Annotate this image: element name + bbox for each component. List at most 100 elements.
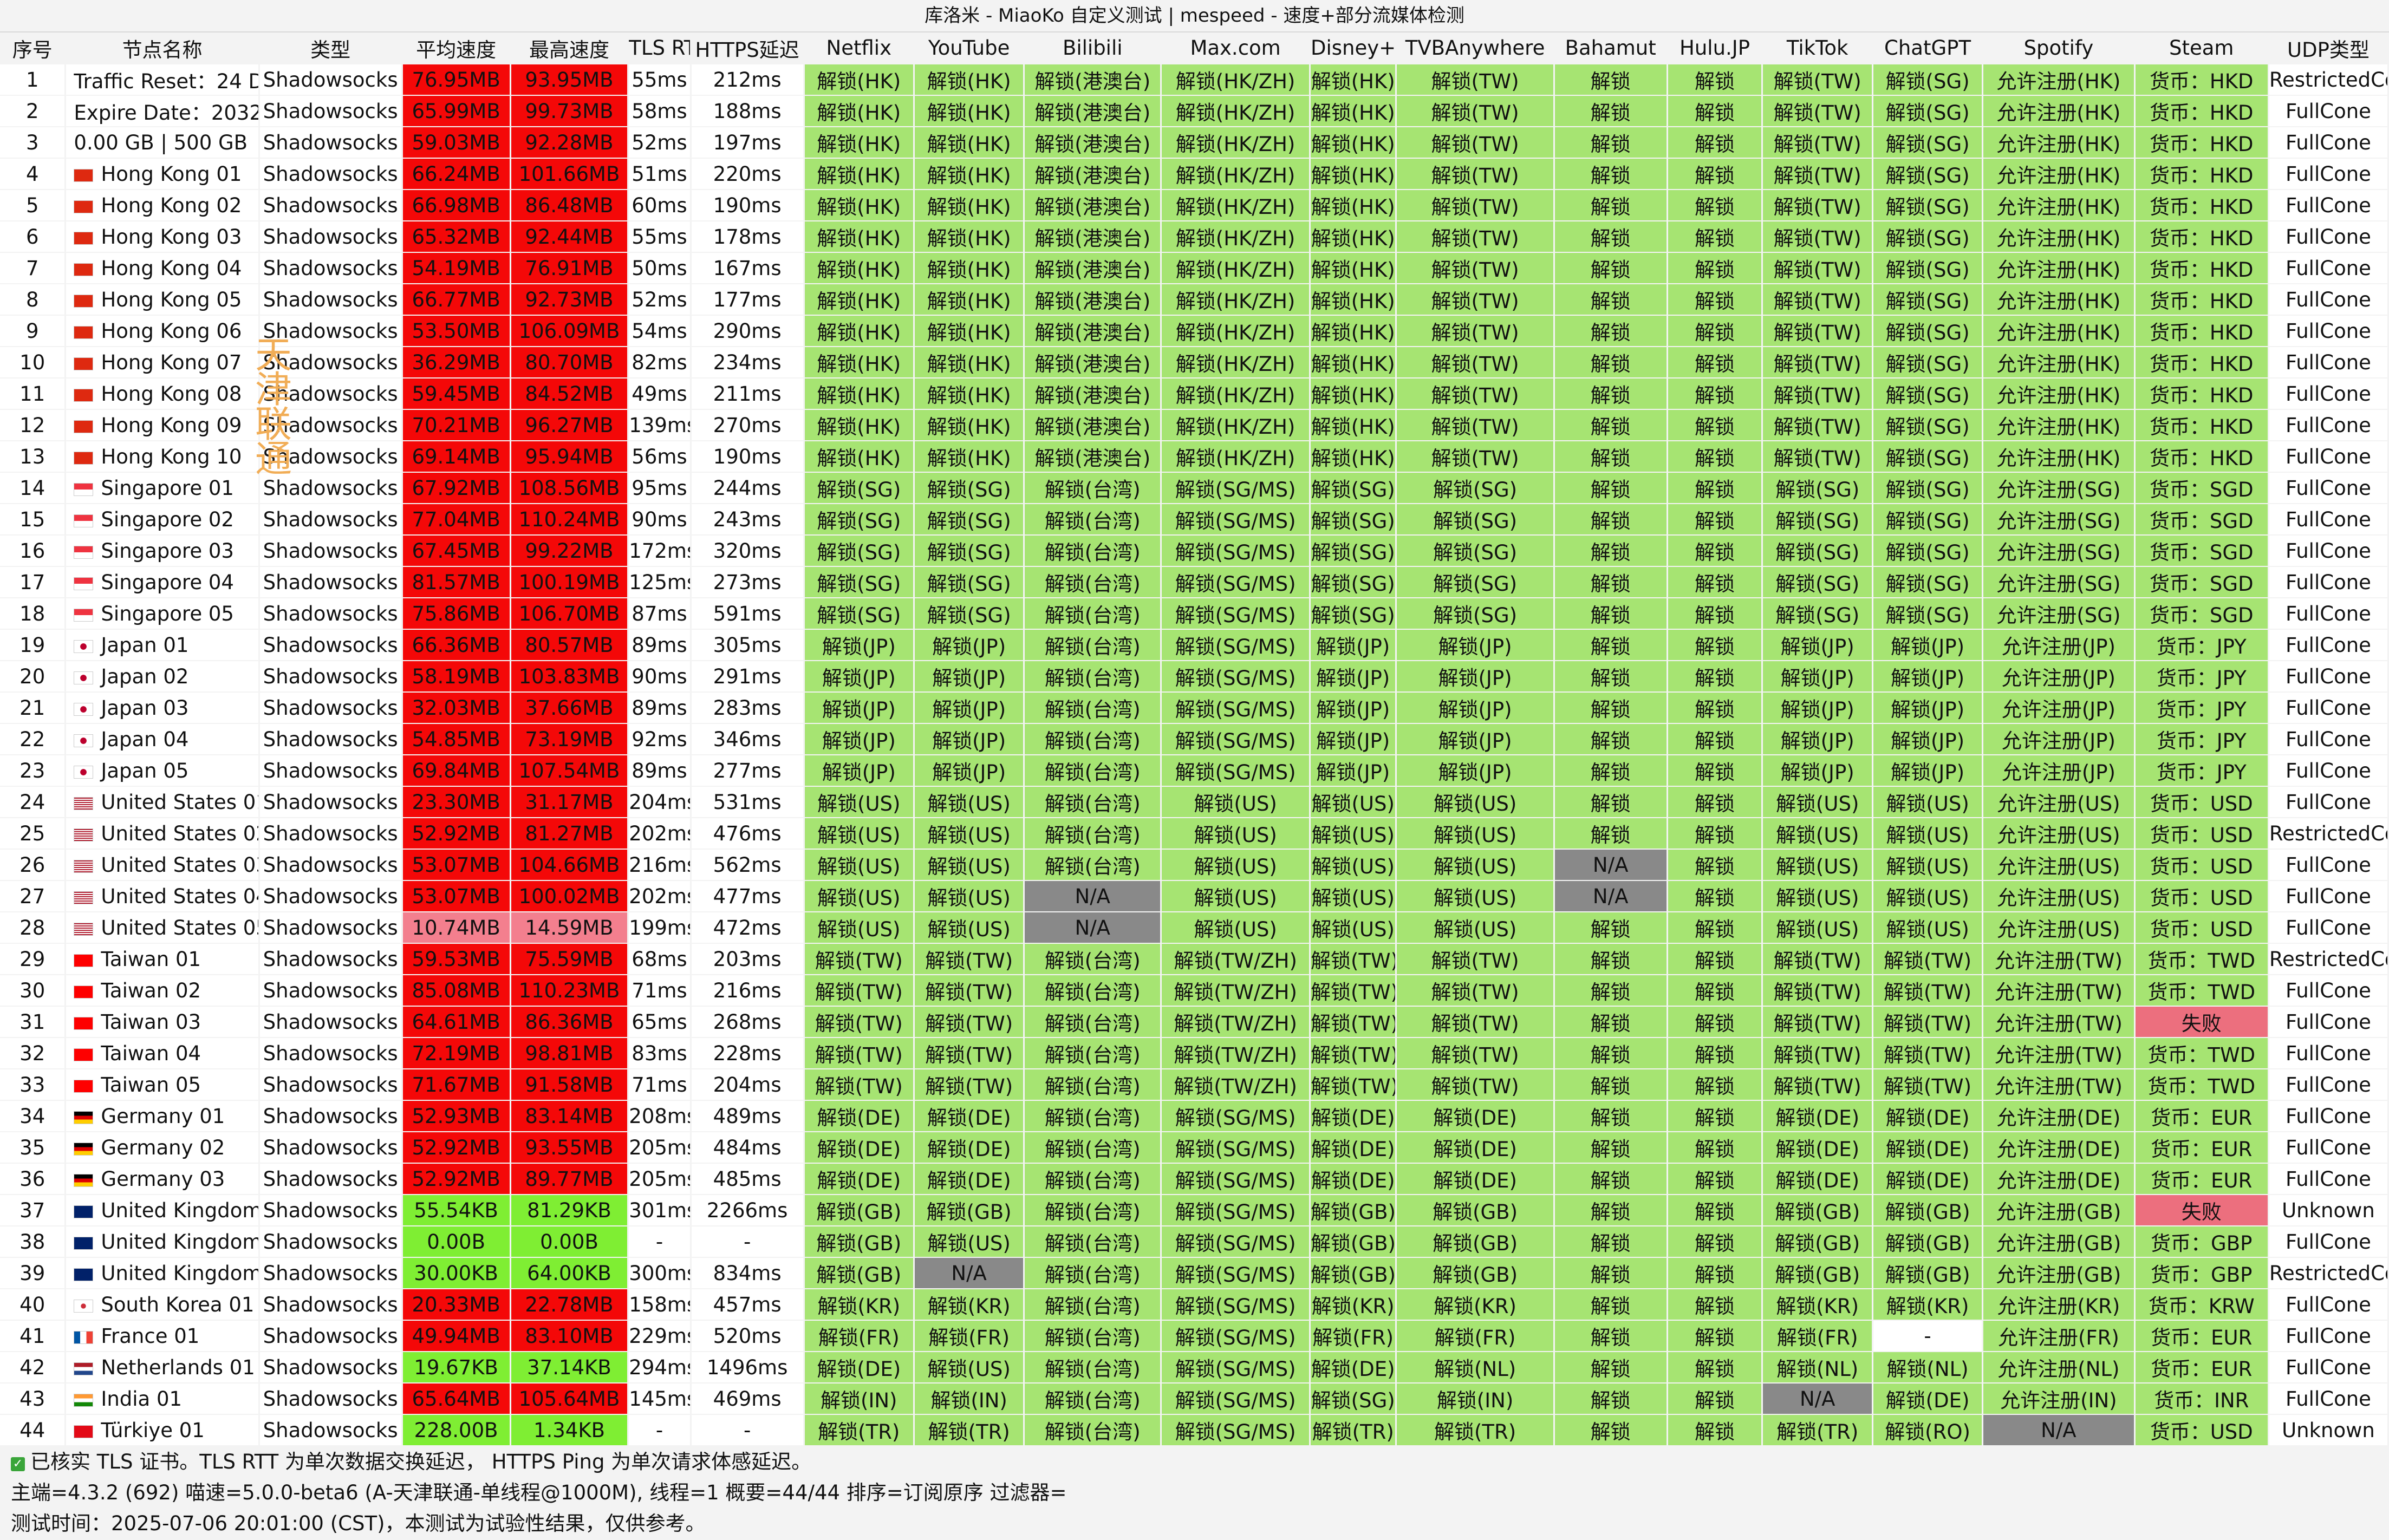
column-header[interactable]: Spotify — [1982, 32, 2136, 64]
unlock-yt: 解锁(JP) — [914, 723, 1025, 755]
table-row[interactable]: 19 Japan 01 Shadowsocks 66.36MB 80.57MB 89ms 3… — [0, 629, 2389, 661]
column-header[interactable]: 序号 — [0, 32, 67, 64]
column-header[interactable]: Hulu.JP — [1667, 32, 1763, 64]
table-row[interactable]: 37 United Kingdom 01Shadowsocks55.54KB81.… — [0, 1195, 2389, 1226]
unlock-hulu: 解锁 — [1667, 441, 1763, 473]
table-row[interactable]: 2 Expire Date：2032/09/21Shadowsocks65.99M… — [0, 95, 2389, 127]
unlock-nf: 解锁(TR) — [804, 1414, 915, 1446]
table-row[interactable]: 31 Taiwan 03 Shadowsocks 64.61MB 86.36MB 65ms… — [0, 1006, 2389, 1038]
table-row[interactable]: 22 Japan 04 Shadowsocks 54.85MB 73.19MB 92ms 3… — [0, 723, 2389, 755]
unlock-gpt: 解锁(SG) — [1872, 190, 1984, 221]
table-row[interactable]: 15 Singapore 02 Shadowsocks 77.04MB 110.24MB… — [0, 504, 2389, 536]
unlock-tiktok: 解锁(TW) — [1762, 975, 1873, 1007]
table-row[interactable]: 8 Hong Kong 05 Shadowsocks 66.77MB 92.73MB 52… — [0, 284, 2389, 316]
table-row[interactable]: 33 Taiwan 05 Shadowsocks 71.67MB 91.58MB 71ms… — [0, 1069, 2389, 1101]
table-row[interactable]: 23 Japan 05 Shadowsocks 69.84MB 107.54MB 89ms… — [0, 755, 2389, 787]
column-header[interactable]: Steam — [2134, 32, 2269, 64]
table-row[interactable]: 6 Hong Kong 03 Shadowsocks 65.32MB 92.44MB 55… — [0, 221, 2389, 253]
column-header[interactable]: Max.com — [1161, 32, 1311, 64]
column-header[interactable]: TikTok — [1762, 32, 1873, 64]
table-row[interactable]: 35 Germany 02 Shadowsocks 52.92MB 93.55MB 205… — [0, 1132, 2389, 1164]
table-row[interactable]: 41 France 01 Shadowsocks 49.94MB 83.10MB 229m… — [0, 1320, 2389, 1352]
table-row[interactable]: 18 Singapore 05 Shadowsocks 75.86MB 106.70MB… — [0, 598, 2389, 630]
column-header[interactable]: HTTPS延迟 — [691, 32, 805, 64]
unlock-spotify: 允许注册(SG) — [1982, 535, 2136, 567]
unlock-gpt: 解锁(JP) — [1872, 661, 1984, 693]
column-header[interactable]: Bahamut — [1554, 32, 1668, 64]
column-header[interactable]: ChatGPT — [1872, 32, 1984, 64]
table-row[interactable]: 13 Hong Kong 10 Shadowsocks 69.14MB 95.94MB 5… — [0, 441, 2389, 473]
table-row[interactable]: 36 Germany 03 Shadowsocks 52.92MB 89.77MB 205… — [0, 1163, 2389, 1195]
column-header[interactable]: 最高速度 — [510, 32, 629, 64]
table-row[interactable]: 17 Singapore 04 Shadowsocks 81.57MB 100.19MB… — [0, 566, 2389, 598]
table-row[interactable]: 25 United States 02 Shadowsocks 52.92MB 81.2… — [0, 818, 2389, 850]
node-type: Shadowsocks — [259, 1100, 403, 1132]
node-type: Shadowsocks — [259, 1132, 403, 1164]
table-row[interactable]: 3 0.00 GB | 500 GB Shadowsocks 59.03MB 92.28… — [0, 127, 2389, 159]
unlock-spotify: 允许注册(IN) — [1982, 1383, 2136, 1415]
table-row[interactable]: 42 Netherlands 01 Shadowsocks 19.67KB 37.14K… — [0, 1352, 2389, 1384]
unlock-gpt: 解锁(GB) — [1872, 1226, 1984, 1258]
table-row[interactable]: 39 United Kingdom 03Shadowsocks30.00KB64.… — [0, 1257, 2389, 1289]
column-header[interactable]: Disney+ — [1310, 32, 1397, 64]
table-row[interactable]: 7 Hong Kong 04 Shadowsocks 54.19MB 76.91MB 50… — [0, 252, 2389, 284]
column-header[interactable]: Netflix — [804, 32, 915, 64]
unlock-max_com: 解锁(SG/MS) — [1161, 535, 1311, 567]
table-row[interactable]: 1 Traffic Reset：24 Days LeftShadowsocks76… — [0, 64, 2389, 96]
table-row[interactable]: 30 Taiwan 02 Shadowsocks 85.08MB 110.23MB 71m… — [0, 975, 2389, 1007]
table-row[interactable]: 20 Japan 02 Shadowsocks 58.19MB 103.83MB 90ms… — [0, 661, 2389, 693]
table-row[interactable]: 40 South Korea 01 Shadowsocks 20.33MB 22.78M… — [0, 1289, 2389, 1321]
table-row[interactable]: 10 Hong Kong 07 Shadowsocks 36.29MB 80.70MB 8… — [0, 347, 2389, 379]
node-type: Shadowsocks — [259, 1006, 403, 1038]
column-header[interactable]: 节点名称 — [65, 32, 260, 64]
udp-type: Unknown — [2268, 1195, 2389, 1226]
unlock-max_com: 解锁(SG/MS) — [1161, 755, 1311, 787]
table-row[interactable]: 32 Taiwan 04 Shadowsocks 72.19MB 98.81MB 83ms… — [0, 1037, 2389, 1069]
column-header[interactable]: TLS RTT — [628, 32, 692, 64]
avg-speed: 67.45MB — [402, 535, 511, 567]
table-row[interactable]: 24 United States 01 Shadowsocks 23.30MB 31.1… — [0, 786, 2389, 818]
column-header[interactable]: TVBAnywhere — [1396, 32, 1555, 64]
node-name: Hong Kong 01 — [65, 158, 260, 190]
column-header[interactable]: YouTube — [914, 32, 1025, 64]
avg-speed: 10.74MB — [402, 912, 511, 944]
udp-type: FullCone — [2268, 755, 2389, 787]
table-row[interactable]: 4 Hong Kong 01 Shadowsocks 66.24MB 101.66MB 5… — [0, 158, 2389, 190]
table-row[interactable]: 28 United States 05 Shadowsocks 10.74MB 14.5… — [0, 912, 2389, 944]
table-row[interactable]: 44 Türkiye 01 Shadowsocks 228.00B 1.34KB - - 解锁… — [0, 1414, 2389, 1446]
column-header[interactable]: 类型 — [259, 32, 403, 64]
row-index: 44 — [0, 1414, 67, 1446]
table-row[interactable]: 5 Hong Kong 02 Shadowsocks 66.98MB 86.48MB 60… — [0, 190, 2389, 221]
table-row[interactable]: 21 Japan 03 Shadowsocks 32.03MB 37.66MB 89ms 2… — [0, 692, 2389, 724]
udp-type: FullCone — [2268, 598, 2389, 630]
column-header[interactable]: Bilibili — [1024, 32, 1162, 64]
table-row[interactable]: 11 Hong Kong 08 Shadowsocks 59.45MB 84.52MB 4… — [0, 378, 2389, 410]
unlock-disney: 解锁(TW) — [1310, 1006, 1397, 1038]
udp-type: RestrictedCone — [2268, 64, 2389, 96]
https-latency: 476ms — [691, 818, 805, 850]
flag-sg-icon — [74, 545, 94, 559]
table-row[interactable]: 43 India 01 Shadowsocks 65.64MB 105.64MB 145m… — [0, 1383, 2389, 1415]
unlock-spotify: 允许注册(JP) — [1982, 629, 2136, 661]
table-row[interactable]: 26 United States 03 Shadowsocks 53.07MB 104.… — [0, 849, 2389, 881]
column-header[interactable]: 平均速度 — [402, 32, 511, 64]
unlock-tvb: 解锁(TW) — [1396, 315, 1555, 347]
table-row[interactable]: 34 Germany 01 Shadowsocks 52.93MB 83.14MB 208… — [0, 1100, 2389, 1132]
unlock-max_com: 解锁(US) — [1161, 880, 1311, 912]
unlock-tvb: 解锁(TW) — [1396, 1006, 1555, 1038]
max-speed: 0.00B — [510, 1226, 629, 1258]
column-header[interactable]: UDP类型 — [2268, 32, 2389, 64]
unlock-disney: 解锁(HK) — [1310, 64, 1397, 96]
table-row[interactable]: 29 Taiwan 01 Shadowsocks 59.53MB 75.59MB 68ms… — [0, 943, 2389, 975]
unlock-nf: 解锁(IN) — [804, 1383, 915, 1415]
table-row[interactable]: 14 Singapore 01 Shadowsocks 67.92MB 108.56MB… — [0, 472, 2389, 504]
unlock-gpt: 解锁(JP) — [1872, 692, 1984, 724]
unlock-tiktok: 解锁(JP) — [1762, 661, 1873, 693]
table-row[interactable]: 9 Hong Kong 06 Shadowsocks 53.50MB 106.09MB 5… — [0, 315, 2389, 347]
table-row[interactable]: 27 United States 04 Shadowsocks 53.07MB 100.… — [0, 880, 2389, 912]
udp-type: RestrictedCone — [2268, 818, 2389, 850]
table-row[interactable]: 12 Hong Kong 09 Shadowsocks 70.21MB 96.27MB 1… — [0, 409, 2389, 441]
table-row[interactable]: 16 Singapore 03 Shadowsocks 67.45MB 99.22MB 1… — [0, 535, 2389, 567]
row-index: 16 — [0, 535, 67, 567]
